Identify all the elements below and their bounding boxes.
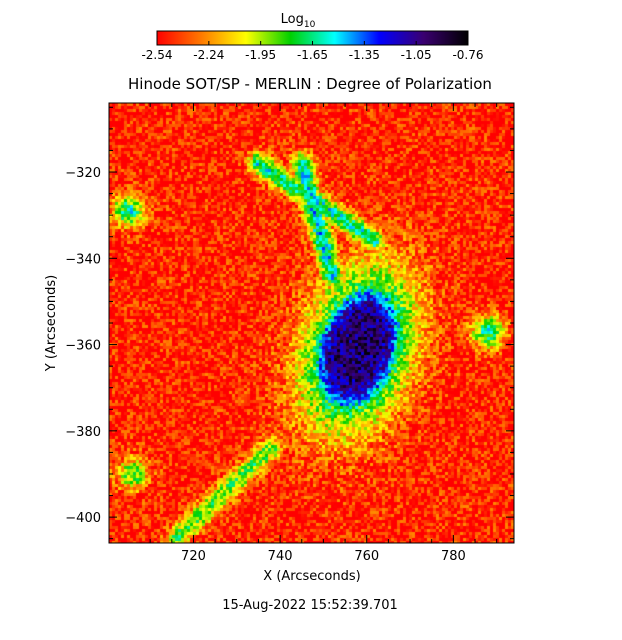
y-tick-label: −340 (65, 252, 101, 267)
colorbar-tick-label: -1.95 (245, 48, 276, 62)
colorbar-tick-label: -1.35 (349, 48, 380, 62)
colorbar-tick-label: -2.54 (141, 48, 172, 62)
colorbar-tick-label: -1.65 (297, 48, 328, 62)
colorbar-tick-label: -1.05 (401, 48, 432, 62)
colorbar-tick-label: -0.76 (452, 48, 483, 62)
y-tick-label: −400 (65, 511, 101, 526)
timestamp: 15-Aug-2022 15:52:39.701 (222, 598, 398, 613)
x-tick-label: 780 (441, 549, 466, 564)
colorbar-label: Log10 (281, 12, 316, 30)
chart-title: Hinode SOT/SP - MERLIN : Degree of Polar… (128, 75, 492, 93)
y-tick-label: −360 (65, 339, 101, 354)
y-tick-label: −380 (65, 425, 101, 440)
colorbar-tick-label: -2.24 (193, 48, 224, 62)
x-tick-label: 740 (268, 549, 293, 564)
heatmap (109, 103, 514, 543)
y-axis: −320 −340 −360 −380 −400 (65, 106, 514, 540)
x-axis-label: X (Arcseconds) (263, 569, 360, 584)
x-tick-label: 760 (354, 549, 379, 564)
x-axis: 720 740 760 780 (149, 103, 498, 564)
y-tick-label: −320 (65, 166, 101, 181)
colorbar-ticks: -2.54 -2.24 -1.95 -1.65 -1.35 -1.05 -0.76 (141, 41, 484, 62)
x-tick-label: 720 (181, 549, 206, 564)
y-axis-label: Y (Arcseconds) (44, 275, 59, 372)
